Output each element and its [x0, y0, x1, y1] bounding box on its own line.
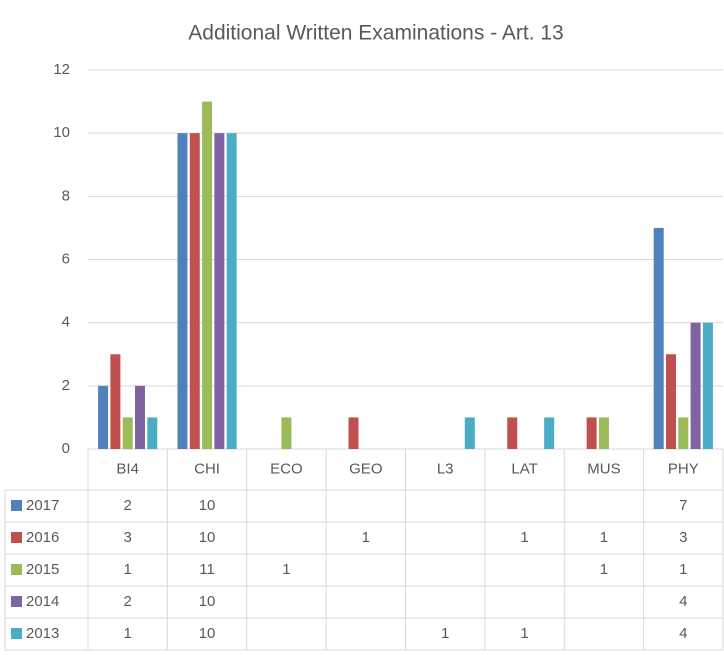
bar	[122, 417, 133, 449]
table-cell: 2	[124, 593, 132, 610]
table-cell: 1	[600, 561, 608, 578]
bar	[348, 417, 359, 449]
bar	[464, 417, 475, 449]
table-cell: 1	[600, 529, 608, 546]
bar	[653, 227, 664, 449]
table-cell: 2	[124, 497, 132, 514]
x-tick-label: L3	[437, 460, 454, 477]
bar	[226, 133, 237, 449]
legend-label: 2017	[26, 497, 59, 514]
x-tick-label: BI4	[116, 460, 139, 477]
bar	[202, 101, 213, 449]
bar	[586, 417, 597, 449]
y-tick-label: 8	[62, 187, 70, 204]
bar	[134, 385, 145, 449]
bar	[98, 385, 109, 449]
legend-label: 2013	[26, 625, 59, 642]
y-tick-label: 0	[62, 440, 70, 457]
x-tick-label: ECO	[270, 460, 303, 477]
legend-label: 2014	[26, 593, 59, 610]
bar	[690, 322, 701, 449]
bar	[147, 417, 158, 449]
x-tick-label: PHY	[668, 460, 699, 477]
table-cell: 10	[199, 593, 216, 610]
x-tick-label: CHI	[194, 460, 220, 477]
table-cell: 1	[124, 561, 132, 578]
bar	[666, 354, 677, 449]
bar	[702, 322, 713, 449]
bar	[110, 354, 121, 449]
table-cell: 7	[679, 497, 687, 514]
bar	[678, 417, 689, 449]
bar	[544, 417, 555, 449]
y-tick-label: 2	[62, 377, 70, 394]
table-cell: 10	[199, 497, 216, 514]
table-cell: 1	[441, 625, 449, 642]
bar	[281, 417, 292, 449]
table-cell: 4	[679, 625, 687, 642]
legend-label: 2016	[26, 529, 59, 546]
legend-swatch	[11, 628, 22, 639]
table-cell: 4	[679, 593, 687, 610]
table-cell: 1	[679, 561, 687, 578]
legend-label: 2015	[26, 561, 59, 578]
legend-swatch	[11, 596, 22, 607]
table-cell: 10	[199, 529, 216, 546]
chart-title: Additional Written Examinations - Art. 1…	[188, 22, 563, 45]
y-tick-label: 4	[62, 314, 70, 331]
table-cell: 1	[362, 529, 370, 546]
table-cell: 10	[199, 625, 216, 642]
x-tick-label: LAT	[511, 460, 537, 477]
y-tick-label: 10	[53, 124, 70, 141]
bar	[507, 417, 518, 449]
bar	[189, 133, 200, 449]
table-cell: 1	[520, 625, 528, 642]
bar	[598, 417, 609, 449]
table-cell: 3	[679, 529, 687, 546]
table-cell: 1	[124, 625, 132, 642]
table-cell: 1	[282, 561, 290, 578]
y-tick-label: 6	[62, 250, 70, 267]
table-cell: 1	[520, 529, 528, 546]
legend-swatch	[11, 500, 22, 511]
bar	[214, 133, 225, 449]
legend-swatch	[11, 564, 22, 575]
y-tick-label: 12	[53, 61, 70, 78]
table-cell: 3	[124, 529, 132, 546]
x-tick-label: MUS	[587, 460, 620, 477]
x-tick-label: GEO	[349, 460, 382, 477]
legend-swatch	[11, 532, 22, 543]
bar	[177, 133, 188, 449]
table-cell: 11	[199, 561, 215, 578]
